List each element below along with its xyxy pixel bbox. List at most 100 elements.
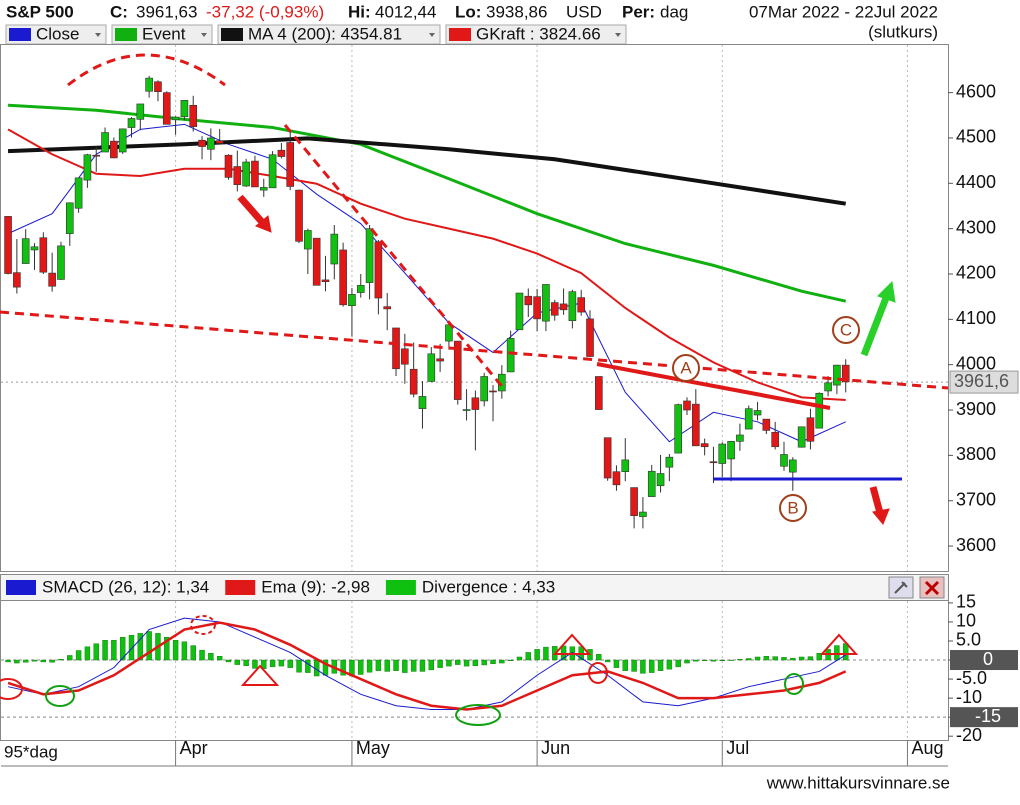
basis: (slutkurs) — [868, 22, 938, 41]
histogram-bar — [287, 659, 293, 668]
candle-body — [568, 291, 577, 321]
histogram-bar — [455, 659, 461, 665]
candle-body — [736, 434, 744, 442]
candle-body — [154, 81, 162, 93]
candle-body — [21, 238, 30, 264]
close-icon — [924, 580, 940, 596]
candle-body — [771, 431, 779, 448]
histogram-bar — [393, 659, 399, 671]
histogram-bar — [834, 645, 840, 661]
last-price-box — [949, 370, 1019, 394]
candle-body — [462, 409, 471, 411]
x-tick-label: May — [356, 738, 390, 758]
x-tick-label: Jul — [726, 738, 749, 758]
candle-body — [595, 376, 603, 410]
candle-body — [162, 92, 171, 125]
candle-body — [639, 511, 647, 517]
y-tick-label: 0 — [983, 649, 993, 669]
histogram-bar — [543, 646, 549, 661]
histogram-bar — [208, 652, 214, 661]
histogram-bar — [746, 658, 752, 661]
histogram-bar — [472, 659, 479, 666]
histogram-bar — [402, 659, 408, 673]
histogram-bar — [14, 659, 20, 664]
candle-body — [286, 142, 295, 187]
y-tick-label: 4000 — [956, 353, 996, 373]
histogram-bar — [119, 636, 126, 661]
candle-body — [656, 473, 665, 487]
histogram-bar — [657, 659, 664, 671]
candle-body — [383, 306, 392, 310]
histogram-bar — [111, 640, 117, 661]
candle-body — [65, 202, 74, 234]
candle-body — [789, 459, 797, 473]
trend-line — [0, 310, 949, 390]
candle-body — [127, 118, 136, 128]
candle-body — [136, 103, 145, 120]
histogram-bar — [375, 659, 382, 671]
candle-body — [815, 392, 824, 429]
arrow-head — [872, 508, 890, 525]
histogram-bar — [384, 659, 390, 672]
signal-ellipse — [45, 685, 75, 707]
legend-swatch — [6, 580, 36, 595]
candle-body — [453, 340, 462, 400]
y-tick-label: 4500 — [956, 127, 996, 147]
histogram-bar — [84, 646, 91, 661]
legend-label: MA 4 (200): 4354.81 — [248, 24, 402, 43]
candle-body — [401, 348, 409, 365]
candle-body — [506, 338, 515, 373]
histogram-bar — [763, 656, 770, 661]
histogram-bar — [22, 659, 29, 663]
close-label: C: — [110, 2, 128, 21]
histogram-bar — [146, 631, 152, 661]
histogram-bar — [693, 659, 699, 662]
histogram-bar — [798, 656, 805, 661]
close: 3961,63 — [136, 2, 197, 21]
candle-body — [304, 230, 312, 250]
histogram-bar — [684, 659, 690, 664]
arrow — [860, 296, 890, 357]
histogram-bar — [666, 659, 673, 670]
candle-body — [533, 296, 541, 320]
candle-body — [356, 285, 365, 293]
candle-body — [57, 245, 65, 280]
histogram-bar — [5, 659, 11, 663]
histogram-bar — [199, 649, 205, 661]
candle-body — [321, 279, 330, 282]
candle-body — [621, 459, 630, 472]
histogram-bar — [525, 652, 531, 661]
histogram-bar — [649, 659, 655, 673]
candle-body — [392, 327, 400, 370]
y-tick-label: -15 — [975, 706, 1001, 726]
candle-body — [630, 487, 638, 516]
y-tick-label: 3600 — [956, 535, 996, 555]
candle-body — [471, 397, 480, 410]
candle-body — [780, 454, 788, 467]
histogram-bar — [366, 659, 373, 673]
candle-body — [242, 161, 250, 187]
candle-body — [259, 187, 268, 191]
histogram-bar — [340, 659, 346, 676]
histogram-bar — [560, 645, 567, 661]
legend-label: SMACD (26, 12): 1,34 — [42, 577, 209, 596]
legend-label: Divergence : 4,33 — [422, 577, 555, 596]
candle-body — [612, 471, 621, 486]
histogram-bar — [728, 659, 734, 661]
histogram-bar — [807, 656, 814, 661]
y-tick-label: 5.0 — [956, 630, 981, 650]
histogram-bar — [93, 643, 99, 661]
candle-body — [312, 237, 321, 286]
candle-body — [215, 140, 224, 144]
signal-ellipse — [784, 673, 804, 695]
main-panel — [0, 44, 949, 572]
histogram-bar — [40, 659, 47, 663]
candle-body — [480, 376, 488, 402]
footer: www.hittakursvinnare.se — [766, 773, 950, 792]
ma-line — [7, 128, 846, 402]
histogram-bar — [31, 659, 38, 662]
histogram-bar — [604, 659, 611, 663]
histogram-bar — [781, 657, 787, 661]
y-tick-label: -5.0 — [956, 668, 987, 688]
y-tick-label: -10 — [956, 687, 982, 707]
